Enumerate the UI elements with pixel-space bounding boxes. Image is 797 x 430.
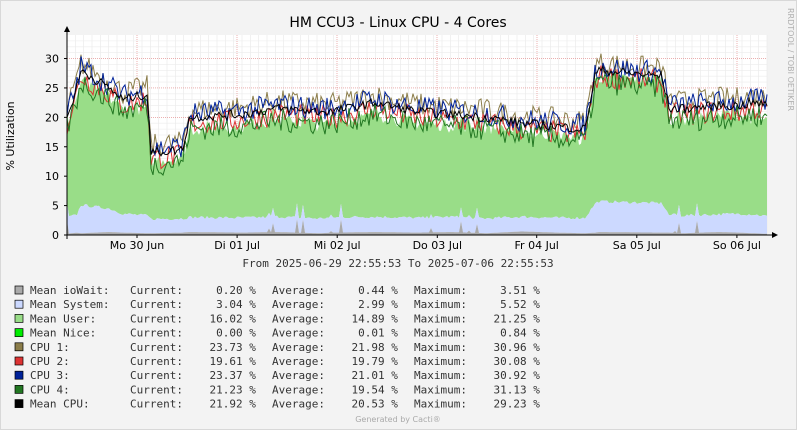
y-tick-label: 5: [52, 200, 59, 213]
legend-current: Current: 3.04 %: [130, 298, 256, 311]
legend-maximum: Maximum: 30.96 %: [414, 341, 540, 354]
chart-title: HM CCU3 - Linux CPU - 4 Cores: [289, 15, 506, 31]
legend-maximum: Maximum: 5.52 %: [414, 298, 540, 311]
legend-average: Average: 0.44 %: [272, 284, 398, 297]
legend-current: Current: 23.37 %: [130, 369, 256, 382]
legend-average: Average: 20.53 %: [272, 398, 398, 411]
time-range-text: From 2025-06-29 22:55:53 To 2025-07-06 2…: [242, 257, 553, 270]
legend-swatch: [14, 342, 24, 352]
legend-maximum: Maximum: 31.13 %: [414, 383, 540, 396]
x-tick-label: Fr 04 Jul: [515, 239, 559, 252]
legend-average: Average: 19.54 %: [272, 383, 398, 396]
legend-maximum: Maximum: 3.51 %: [414, 284, 540, 297]
legend-current: Current: 19.61 %: [130, 355, 256, 368]
legend-swatch: [14, 356, 24, 366]
legend-maximum: Maximum: 29.23 %: [414, 398, 540, 411]
line-cpu-1: [66, 53, 768, 158]
legend-name: CPU 4:: [30, 383, 70, 396]
legend-maximum: Maximum: 0.84 %: [414, 327, 540, 340]
y-axis-arrow: [64, 26, 70, 32]
x-tick-label: Di 01 Jul: [214, 239, 260, 252]
legend-name: CPU 3:: [30, 369, 70, 382]
legend-average: Average: 21.98 %: [272, 341, 398, 354]
x-tick-label: Do 03 Jul: [413, 239, 462, 252]
legend-swatch: [14, 385, 24, 394]
area-mean-iowait: [67, 219, 767, 235]
legend-maximum: Maximum: 30.08 %: [414, 355, 540, 368]
legend-name: CPU 1:: [30, 341, 70, 354]
legend-average: Average: 0.01 %: [272, 327, 398, 340]
legend-swatch: [14, 370, 24, 380]
x-axis-arrow: [772, 232, 778, 238]
legend-maximum: Maximum: 21.25 %: [414, 312, 540, 325]
legend-average: Average: 21.01 %: [272, 369, 398, 382]
x-tick-label: Mo 30 Jun: [110, 239, 164, 252]
legend-average: Average: 2.99 %: [272, 298, 398, 311]
legend-name: Mean System:: [30, 298, 109, 311]
y-tick-label: 25: [45, 82, 59, 95]
y-axis-label: % Utilization: [4, 101, 17, 170]
legend-average: Average: 14.89 %: [272, 312, 398, 325]
y-tick-label: 30: [45, 53, 59, 66]
y-tick-label: 20: [45, 111, 59, 124]
y-tick-label: 15: [45, 141, 59, 154]
rrdtool-side-label: RRDTOOL / TOBI OETIKER: [786, 8, 795, 111]
area-mean-system: [67, 200, 767, 234]
legend: Mean ioWait: Current: 0.20 % Average: 0.44…: [14, 284, 540, 411]
x-tick-label: Sa 05 Jul: [613, 239, 661, 252]
legend-swatch: [14, 285, 24, 295]
cpu-lines: [66, 53, 768, 176]
legend-swatch: [14, 399, 24, 408]
line-mean-cpu: [66, 64, 768, 157]
legend-current: Current: 0.20 %: [130, 284, 256, 297]
legend-swatch: [14, 328, 24, 337]
legend-current: Current: 23.73 %: [130, 341, 256, 354]
y-tick-label: 10: [45, 170, 59, 183]
legend-name: Mean Nice:: [30, 327, 96, 340]
legend-swatch: [14, 299, 24, 309]
legend-current: Current: 21.92 %: [130, 398, 256, 411]
legend-current: Current: 16.02 %: [130, 312, 256, 325]
axes: 0 5 10 15 20 25 30 Mo 30 Jun Di 01 Jul Mi 02 Jul D…: [45, 26, 778, 252]
legend-maximum: Maximum: 30.92 %: [414, 369, 540, 382]
legend-average: Average: 19.79 %: [272, 355, 398, 368]
stacked-areas: [67, 71, 767, 235]
legend-name: Mean ioWait:: [30, 284, 109, 297]
area-mean-user: [67, 71, 767, 221]
legend-name: Mean User:: [30, 312, 96, 325]
legend-current: Current: 0.00 %: [130, 327, 256, 340]
legend-name: CPU 2:: [30, 355, 70, 368]
y-tick-label: 0: [52, 229, 59, 242]
x-tick-label: Mi 02 Jul: [314, 239, 361, 252]
legend-current: Current: 21.23 %: [130, 383, 256, 396]
legend-name: Mean CPU:: [30, 398, 90, 411]
legend-swatch: [14, 314, 24, 323]
generated-by-footer: Generated by Cacti®: [355, 415, 441, 424]
x-tick-label: So 06 Jul: [713, 239, 761, 252]
line-cpu-4: [66, 72, 768, 176]
